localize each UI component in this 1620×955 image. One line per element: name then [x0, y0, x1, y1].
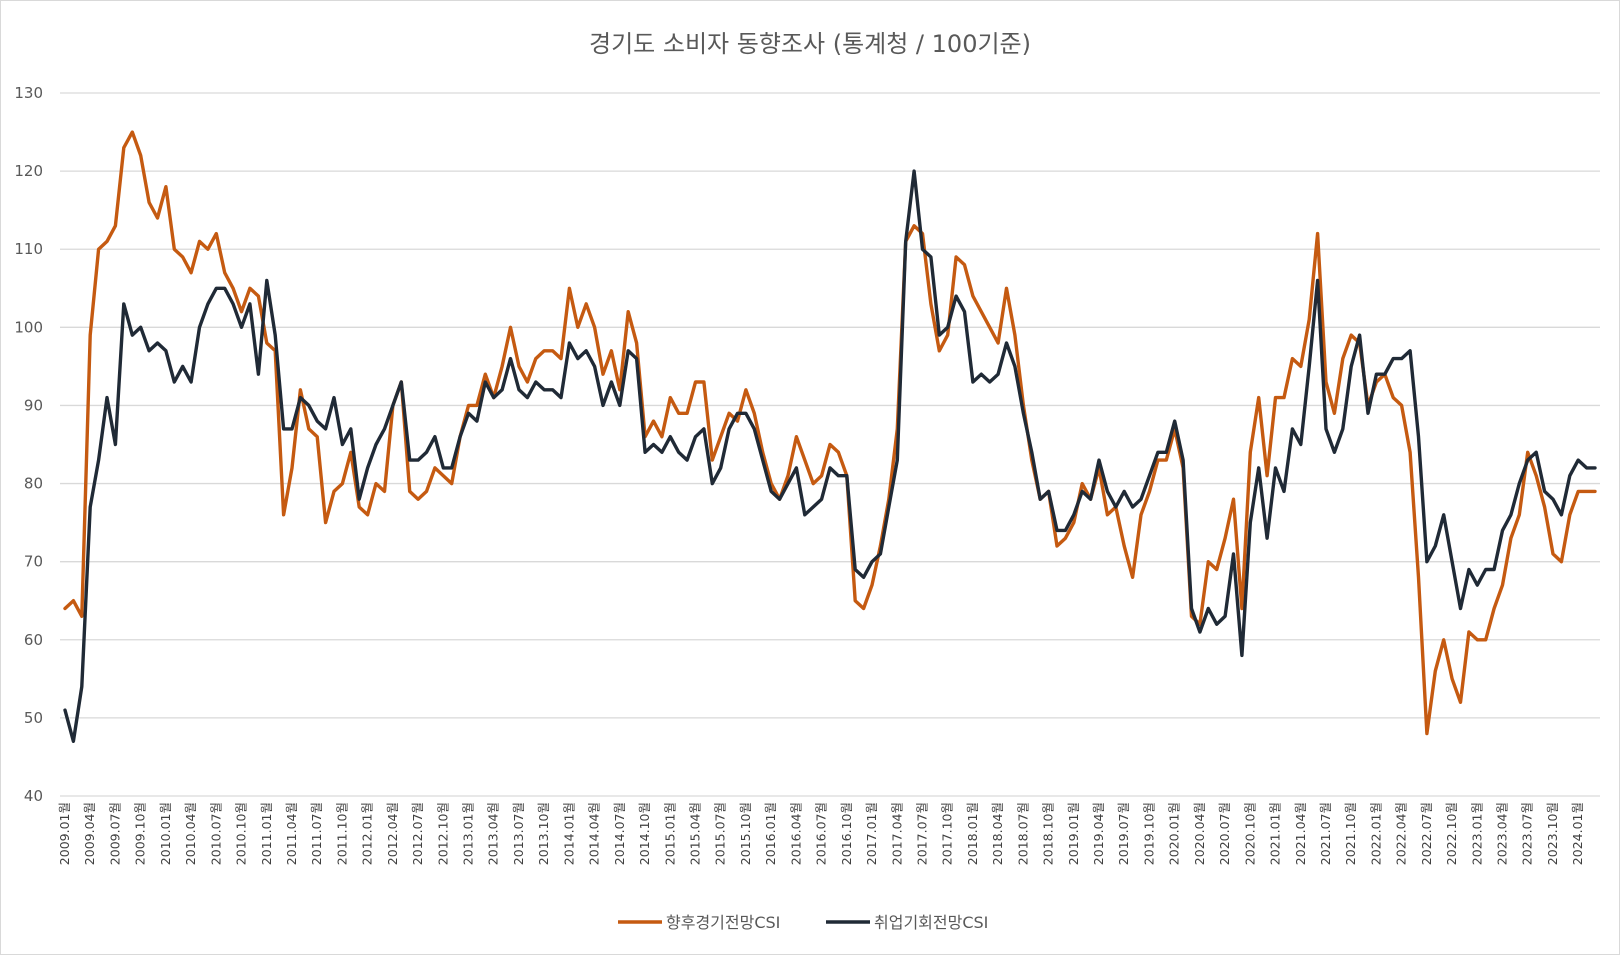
x-tick-label: 2018.07월	[1015, 802, 1030, 865]
x-tick-label: 2017.07월	[914, 802, 929, 865]
x-tick-label: 2011.10월	[334, 802, 349, 865]
x-tick-label: 2017.01월	[864, 802, 879, 865]
legend-label: 취업기회전망CSI	[874, 913, 988, 932]
x-tick-label: 2016.10월	[839, 802, 854, 865]
x-tick-label: 2014.04월	[587, 802, 602, 865]
x-tick-label: 2010.04월	[183, 802, 198, 865]
x-tick-label: 2019.07월	[1116, 802, 1131, 865]
x-tick-label: 2012.07월	[410, 802, 425, 865]
x-tick-label: 2011.04월	[284, 802, 299, 865]
x-tick-label: 2021.07월	[1318, 802, 1333, 865]
y-axis: 40 50 60 70 80 90 100 110 120 130	[14, 84, 43, 805]
x-tick-label: 2016.01월	[763, 802, 778, 865]
legend-label: 향후경기전망CSI	[666, 913, 780, 932]
y-tick-label: 70	[24, 553, 43, 571]
x-tick-label: 2013.07월	[511, 802, 526, 865]
series-line-1	[63, 130, 1597, 736]
legend: 향후경기전망CSI 취업기회전망CSI	[618, 913, 988, 932]
x-tick-label: 2013.04월	[486, 802, 501, 865]
x-tick-label: 2011.07월	[309, 802, 324, 865]
y-tick-label: 90	[24, 396, 43, 414]
x-tick-label: 2022.10월	[1444, 802, 1459, 865]
x-tick-label: 2015.10월	[738, 802, 753, 865]
y-tick-label: 120	[14, 162, 43, 180]
x-tick-label: 2020.10월	[1242, 802, 1257, 865]
x-tick-label: 2017.04월	[889, 802, 904, 865]
x-tick-label: 2022.04월	[1394, 802, 1409, 865]
x-tick-label: 2017.10월	[940, 802, 955, 865]
x-tick-label: 2021.01월	[1268, 802, 1283, 865]
x-tick-label: 2024.01월	[1570, 802, 1585, 865]
x-tick-label: 2023.04월	[1495, 802, 1510, 865]
x-tick-label: 2016.04월	[788, 802, 803, 865]
y-tick-label: 130	[14, 84, 43, 102]
x-tick-label: 2011.01월	[259, 802, 274, 865]
x-tick-label: 2019.10월	[1141, 802, 1156, 865]
x-tick-label: 2014.07월	[612, 802, 627, 865]
x-tick-label: 2022.07월	[1419, 802, 1434, 865]
x-tick-label: 2020.01월	[1167, 802, 1182, 865]
x-tick-label: 2018.10월	[1041, 802, 1056, 865]
x-tick-label: 2022.01월	[1368, 802, 1383, 865]
x-tick-label: 2023.07월	[1520, 802, 1535, 865]
x-tick-label: 2014.10월	[637, 802, 652, 865]
x-tick-label: 2014.01월	[561, 802, 576, 865]
series-line-2	[63, 169, 1597, 743]
x-tick-label: 2015.07월	[713, 802, 728, 865]
x-tick-label: 2009.07월	[107, 802, 122, 865]
x-tick-label: 2018.04월	[990, 802, 1005, 865]
x-tick-label: 2021.10월	[1343, 802, 1358, 865]
x-tick-label: 2020.04월	[1192, 802, 1207, 865]
x-tick-label: 2010.07월	[208, 802, 223, 865]
x-tick-label: 2023.10월	[1545, 802, 1560, 865]
x-tick-label: 2013.01월	[461, 802, 476, 865]
x-tick-label: 2023.01월	[1469, 802, 1484, 865]
x-tick-label: 2016.07월	[814, 802, 829, 865]
y-tick-label: 100	[14, 318, 43, 336]
x-tick-label: 2012.01월	[360, 802, 375, 865]
x-tick-label: 2019.04월	[1091, 802, 1106, 865]
x-tick-label: 2015.04월	[687, 802, 702, 865]
x-tick-label: 2009.10월	[133, 802, 148, 865]
x-tick-label: 2013.10월	[536, 802, 551, 865]
x-tick-label: 2010.01월	[158, 802, 173, 865]
y-tick-label: 80	[24, 475, 43, 493]
x-tick-label: 2012.04월	[385, 802, 400, 865]
x-tick-label: 2018.01월	[965, 802, 980, 865]
x-tick-label: 2021.04월	[1293, 802, 1308, 865]
x-tick-label: 2020.07월	[1217, 802, 1232, 865]
x-tick-label: 2015.01월	[662, 802, 677, 865]
y-tick-label: 50	[24, 709, 43, 727]
x-tick-label: 2010.10월	[234, 802, 249, 865]
y-tick-label: 60	[24, 631, 43, 649]
x-tick-label: 2012.10월	[435, 802, 450, 865]
x-axis: 2009.01월 2009.04월 2009.07월 2009.10월 2010.01월…	[57, 802, 1585, 865]
chart-title: 경기도 소비자 동향조사 (통계청 / 100기준)	[589, 30, 1031, 58]
gridlines	[60, 92, 1600, 797]
x-tick-label: 2009.01월	[57, 802, 72, 865]
series-lines	[63, 130, 1597, 743]
x-tick-label: 2019.01월	[1066, 802, 1081, 865]
x-tick-label: 2009.04월	[82, 802, 97, 865]
y-tick-label: 110	[14, 240, 43, 258]
y-tick-label: 40	[24, 787, 43, 805]
